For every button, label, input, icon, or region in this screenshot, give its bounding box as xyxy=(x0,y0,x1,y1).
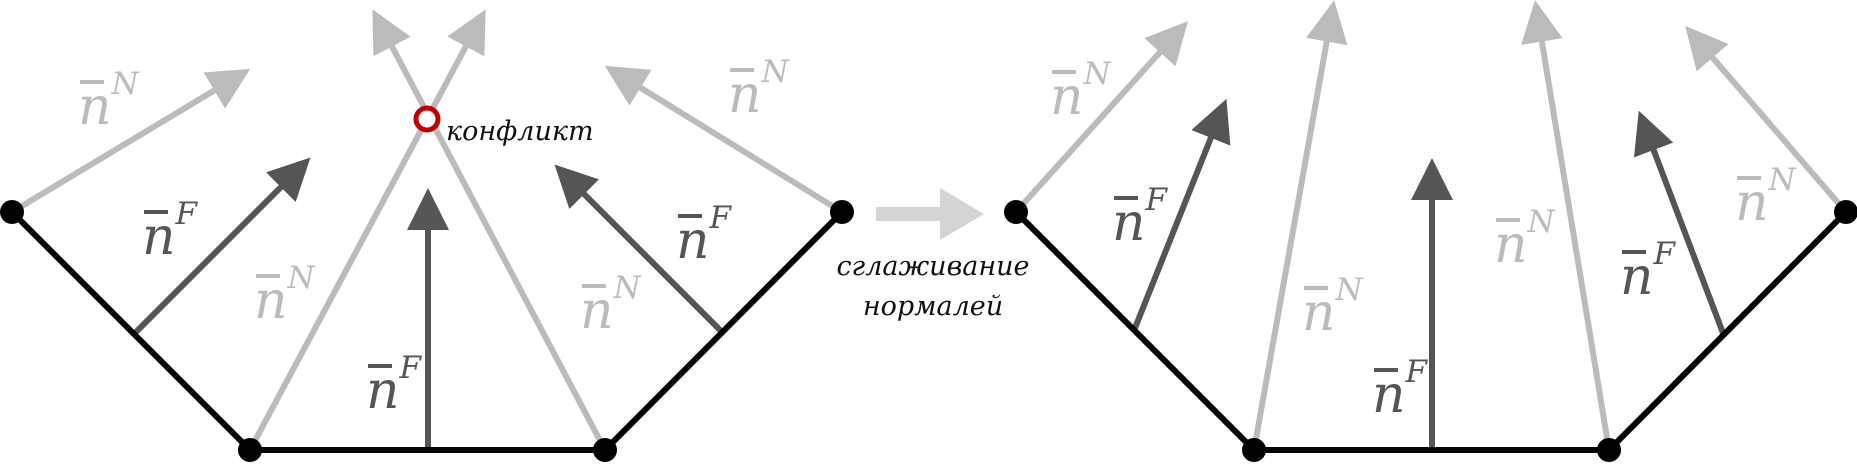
overbars-right xyxy=(1052,70,1761,372)
vertex-right-2 xyxy=(1242,438,1266,462)
transition-label-line1: сглаживание xyxy=(836,251,1029,282)
vertex-right-1 xyxy=(1004,200,1028,224)
vertex-normal-label-left-2: nN xyxy=(254,260,317,331)
vertex-normal-label-right-4: nN xyxy=(1735,162,1798,233)
face-normal-arrow-left-3 xyxy=(554,164,726,336)
face-normal-label-left-3: nF xyxy=(676,200,733,271)
face-normal-arrow-right-1 xyxy=(1132,98,1231,330)
vertex-normal-label-left-3: nN xyxy=(580,270,643,341)
vertex-left-4 xyxy=(830,200,854,224)
vertex-left-2 xyxy=(238,438,262,462)
vertex-normal-arrow-left-2 xyxy=(247,9,486,452)
face-normal-label-left-2: nF xyxy=(366,350,423,421)
face-normal-label-right-1: nF xyxy=(1112,182,1169,253)
vertex-normal-arrow-right-1 xyxy=(1013,21,1189,215)
face-normal-arrow-right-3 xyxy=(1633,110,1726,335)
vertex-normal-arrow-left-4 xyxy=(604,65,844,215)
vertex-normal-arrow-left-3 xyxy=(372,9,608,452)
mesh-edge-left-3 xyxy=(602,209,845,453)
mesh-edge-right-1 xyxy=(1013,209,1257,453)
vertex-left-3 xyxy=(593,438,617,462)
face-normal-label-right-3: nF xyxy=(1620,236,1677,307)
vertex-right-3 xyxy=(1597,438,1621,462)
mesh-edge-left-1 xyxy=(9,209,253,453)
vertex-normal-label-right-3: nN xyxy=(1494,204,1557,275)
vertex-right-4 xyxy=(1834,200,1857,224)
mesh-edge-right-3 xyxy=(1606,209,1849,453)
vertex-normal-label-left-4: nN xyxy=(728,54,791,125)
face-normal-label-left-1: nF xyxy=(142,196,199,267)
left-diagram-before: конфликт nN nN nN nN nF nF nF xyxy=(0,9,854,462)
overbars-left xyxy=(80,68,754,368)
conflict-label: конфликт xyxy=(446,116,594,147)
transition-arrow-head xyxy=(940,188,984,240)
conflict-marker xyxy=(413,105,441,133)
transition: сглаживание нормалей xyxy=(836,188,1030,322)
vertex-normal-arrow-right-4 xyxy=(1685,25,1849,214)
transition-label-line2: нормалей xyxy=(863,291,1003,322)
vertex-normal-arrow-right-3 xyxy=(1521,0,1612,451)
vertex-normal-arrow-right-2 xyxy=(1251,0,1348,451)
vertex-left-1 xyxy=(0,200,24,224)
vertex-normal-label-right-1: nN xyxy=(1050,56,1113,127)
face-normal-label-right-2: nF xyxy=(1372,354,1429,425)
vertex-normal-label-left-1: nN xyxy=(78,66,141,137)
vertex-normal-arrow-left-1 xyxy=(10,68,251,215)
vertex-normal-label-right-2: nN xyxy=(1302,272,1365,343)
right-diagram-after: nN nN nN nN nF nF nF xyxy=(1004,0,1857,462)
face-normal-arrow-left-1 xyxy=(132,157,311,336)
